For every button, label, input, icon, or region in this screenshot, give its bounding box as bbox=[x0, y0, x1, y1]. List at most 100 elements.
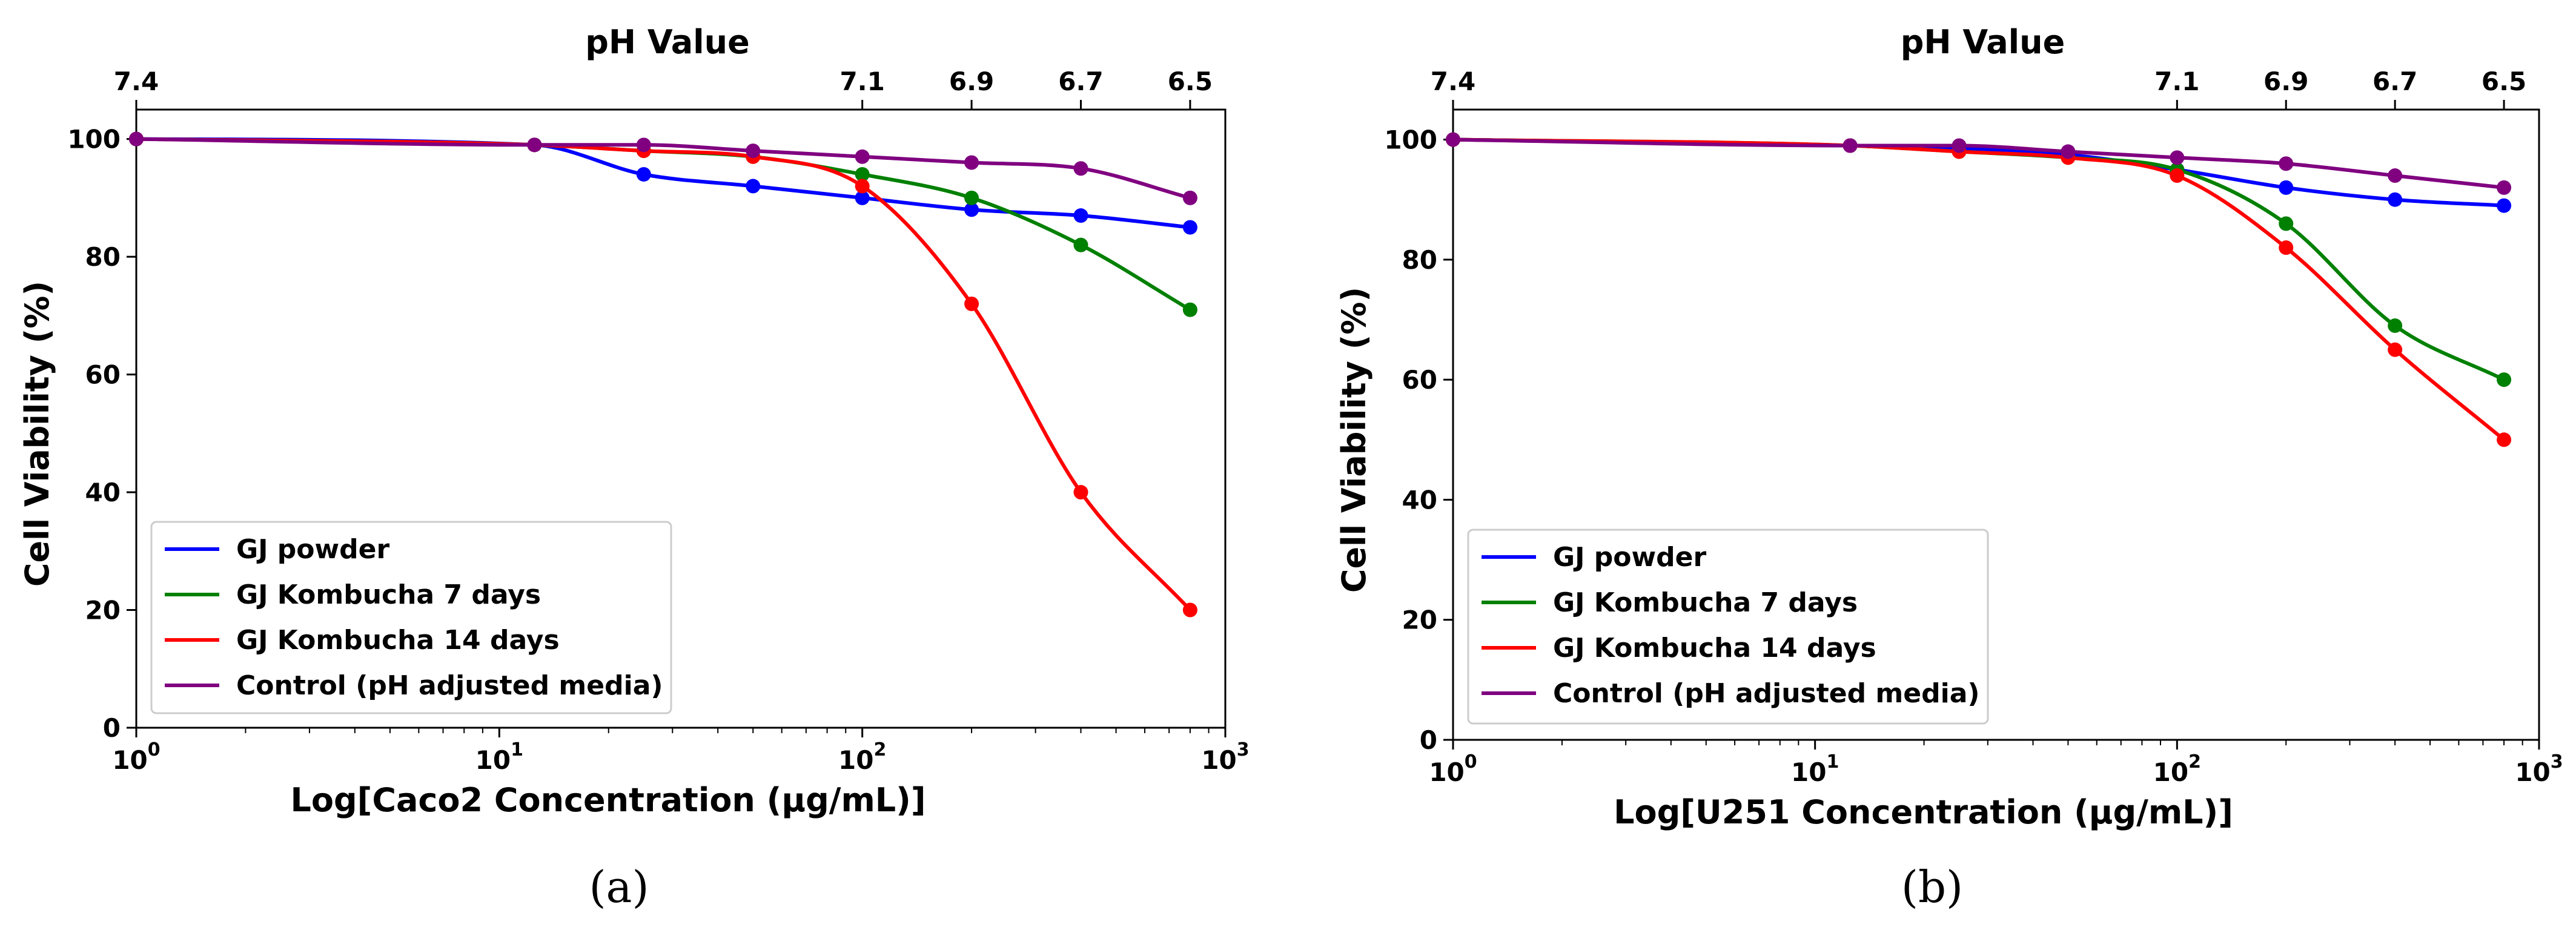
x-tick-label: 101 bbox=[475, 739, 523, 775]
data-point-1-7 bbox=[2497, 372, 2512, 387]
legend-label-0: GJ powder bbox=[236, 534, 390, 565]
data-point-3-6 bbox=[1073, 161, 1088, 176]
y-axis-label: Cell Viability (%) bbox=[1335, 287, 1373, 593]
x-tick-label: 100 bbox=[112, 739, 160, 775]
x-tick-base: 10 bbox=[112, 745, 147, 775]
legend-label-2: GJ Kombucha 14 days bbox=[236, 625, 560, 656]
data-point-3-3 bbox=[2061, 144, 2076, 159]
data-point-1-4 bbox=[855, 166, 870, 182]
data-point-2-4 bbox=[2170, 168, 2185, 183]
data-point-2-5 bbox=[2279, 240, 2294, 255]
data-point-3-4 bbox=[855, 149, 870, 164]
ph-tick-label: 6.5 bbox=[2482, 67, 2526, 96]
legend-label-0: GJ powder bbox=[1553, 542, 1707, 573]
data-point-1-5 bbox=[964, 190, 979, 205]
x-tick-exponent: 1 bbox=[1826, 751, 1839, 773]
data-point-3-0 bbox=[1446, 132, 1460, 147]
legend-label-2: GJ Kombucha 14 days bbox=[1553, 633, 1876, 664]
y-tick-label: 60 bbox=[85, 360, 121, 390]
y-tick-label: 100 bbox=[67, 125, 121, 154]
data-point-3-1 bbox=[527, 137, 542, 153]
panel-label: (a) bbox=[589, 862, 649, 912]
plot-frame bbox=[1452, 108, 2540, 741]
ph-tick-label: 7.1 bbox=[839, 67, 884, 96]
panel-label: (b) bbox=[1901, 862, 1963, 912]
x-tick-label: 103 bbox=[1201, 739, 1249, 775]
data-point-3-4 bbox=[2170, 150, 2185, 165]
data-point-2-5 bbox=[964, 296, 979, 311]
data-point-2-6 bbox=[1073, 485, 1088, 500]
ph-axis-title: pH Value bbox=[1901, 23, 2065, 61]
x-tick-exponent: 2 bbox=[2188, 751, 2201, 773]
legend-box bbox=[1467, 529, 1989, 725]
data-point-1-6 bbox=[1073, 237, 1088, 252]
x-tick-exponent: 2 bbox=[873, 739, 886, 760]
ph-tick-label: 6.7 bbox=[2372, 67, 2417, 96]
data-point-0-6 bbox=[2388, 192, 2403, 207]
legend-label-3: Control (pH adjusted media) bbox=[1553, 678, 1980, 709]
data-point-0-7 bbox=[2497, 198, 2512, 213]
x-tick-label: 101 bbox=[1791, 751, 1839, 787]
data-point-3-2 bbox=[636, 137, 651, 153]
data-point-0-4 bbox=[855, 190, 870, 205]
data-point-0-6 bbox=[1073, 208, 1088, 223]
ph-tick-label: 6.9 bbox=[2263, 67, 2308, 96]
x-tick-label: 103 bbox=[2515, 751, 2563, 787]
ph-tick-label: 7.4 bbox=[114, 67, 159, 96]
data-point-2-7 bbox=[2497, 432, 2512, 447]
data-point-3-7 bbox=[2497, 180, 2512, 195]
x-axis-label: Log[U251 Concentration (µg/mL)] bbox=[1614, 793, 2233, 831]
legend-label-3: Control (pH adjusted media) bbox=[236, 670, 663, 701]
ph-tick-label: 6.9 bbox=[949, 67, 994, 96]
x-axis-label: Log[Caco2 Concentration (µg/mL)] bbox=[290, 781, 925, 819]
data-point-1-5 bbox=[2279, 216, 2294, 231]
data-point-3-7 bbox=[1182, 190, 1197, 205]
data-point-3-0 bbox=[129, 131, 144, 147]
data-point-0-3 bbox=[746, 179, 761, 194]
data-point-3-1 bbox=[1843, 138, 1858, 153]
legend: GJ powder GJ Kombucha 7 days GJ Kombucha 1… bbox=[1467, 529, 1989, 725]
legend-box bbox=[150, 521, 672, 714]
x-tick-label: 102 bbox=[2153, 751, 2201, 787]
ph-tick-label: 7.1 bbox=[2154, 67, 2199, 96]
series-line-3 bbox=[1451, 137, 2506, 190]
y-tick-label: 20 bbox=[1402, 605, 1437, 635]
legend: GJ powder GJ Kombucha 7 days GJ Kombucha 1… bbox=[150, 521, 672, 714]
data-point-2-7 bbox=[1182, 602, 1197, 618]
y-tick-label: 80 bbox=[85, 242, 121, 272]
series-group bbox=[1446, 132, 2512, 447]
x-tick-exponent: 0 bbox=[148, 739, 161, 760]
ph-axis-title: pH Value bbox=[585, 23, 750, 61]
y-tick-label: 20 bbox=[85, 596, 121, 625]
data-point-1-6 bbox=[2388, 318, 2403, 333]
series-line-2 bbox=[1451, 137, 2506, 442]
y-tick-label: 0 bbox=[1420, 725, 1437, 755]
x-tick-exponent: 1 bbox=[511, 739, 523, 760]
x-tick-exponent: 3 bbox=[1237, 739, 1250, 760]
series-line-0 bbox=[1451, 137, 2506, 208]
data-point-1-7 bbox=[1182, 302, 1197, 317]
series-line-3 bbox=[134, 137, 1192, 200]
data-point-3-5 bbox=[964, 155, 979, 170]
legend-label-1: GJ Kombucha 7 days bbox=[1553, 587, 1858, 618]
y-tick-label: 40 bbox=[85, 478, 121, 507]
data-point-3-5 bbox=[2279, 156, 2294, 171]
data-point-0-2 bbox=[636, 166, 651, 182]
data-point-0-7 bbox=[1182, 220, 1197, 235]
x-tick-exponent: 0 bbox=[1465, 751, 1477, 773]
x-tick-base: 10 bbox=[2515, 757, 2550, 787]
ph-tick-label: 7.4 bbox=[1431, 67, 1475, 96]
y-tick-label: 100 bbox=[1384, 125, 1437, 155]
ph-tick-label: 6.7 bbox=[1058, 67, 1103, 96]
data-point-0-5 bbox=[964, 202, 979, 217]
data-point-2-4 bbox=[855, 179, 870, 194]
x-tick-exponent: 3 bbox=[2551, 751, 2563, 773]
data-point-3-6 bbox=[2388, 168, 2403, 183]
data-point-3-2 bbox=[1952, 138, 1967, 153]
y-tick-label: 80 bbox=[1402, 245, 1437, 275]
y-tick-label: 60 bbox=[1402, 365, 1437, 395]
plot-frame bbox=[135, 108, 1227, 729]
